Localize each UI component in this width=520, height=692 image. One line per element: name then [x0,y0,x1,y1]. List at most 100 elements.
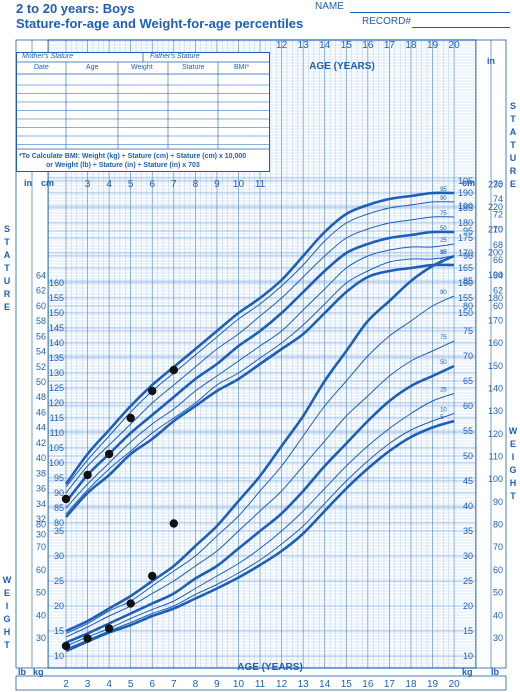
stature-curve-p95 [64,191,455,485]
age-tick-bottom: 10 [233,679,245,690]
left-unit-kg: kg [33,667,44,677]
stature-percentile-label-50: 50 [440,226,447,232]
stature-word-right-letter: T [510,140,516,150]
weight-right-lb-tick: 30 [493,633,503,643]
weight-right-lb-tick: 70 [493,542,503,552]
weight-percentile-label-75: 75 [440,335,447,341]
weight-right-lb-tick: 200 [488,247,503,257]
chart-header: 2 to 20 years: Boys Stature-for-age and … [0,0,520,36]
age-tick-inner: 5 [128,179,134,190]
weight-right-kg-tick: 55 [463,426,473,436]
weight-right-kg-tick: 75 [463,326,473,336]
weight-left-lb-tick: 30 [36,633,46,643]
stature-left-in-tick: 30 [36,529,46,539]
age-tick-inner: 3 [85,179,91,190]
stature-left-cm-tick: 105 [49,443,64,453]
weight-right-lb-tick: 180 [488,293,503,303]
weight-right-lb-tick: 220 [488,202,503,212]
record-field[interactable] [412,27,510,28]
stature-curve-p5 [65,263,455,518]
weight-word-right-letter: I [512,452,515,462]
weight-curve-p50 [65,364,455,644]
age-tick-top: 13 [298,40,310,51]
bmi-col-age: Age [86,64,99,71]
stature-word-left-letter: T [4,237,10,247]
stature-left-cm-tick: 100 [49,458,64,468]
weight-right-kg-tick: 100 [458,201,473,211]
stature-curve-p90 [65,201,455,488]
stature-word-right-letter: E [510,179,516,189]
age-tick-top: 16 [362,40,374,51]
left-unit-lb: lb [18,667,27,677]
stature-left-in-tick: 40 [36,453,46,463]
weight-word-left-letter: W [3,575,12,585]
stature-left-in-tick: 50 [36,377,46,387]
weight-left-kg-tick: 25 [54,576,64,586]
stature-percentile-label-95: 95 [440,187,447,193]
age-tick-bottom: 4 [106,679,112,690]
stature-left-cm-tick: 90 [54,488,64,498]
weight-right-kg-tick: 25 [463,576,473,586]
bmi-note-line1: *To Calculate BMI: Weight (kg) ÷ Stature… [19,153,247,160]
age-tick-inner: 6 [149,179,155,190]
stature-left-cm-tick: 110 [50,428,64,438]
stature-left-cm-tick: 125 [49,383,64,393]
stature-right-cm-tick: 165 [458,263,473,273]
stature-right-cm-tick: 175 [458,233,473,243]
stature-left-in-tick: 34 [36,499,46,509]
weight-right-kg-tick: 105 [458,176,473,186]
stature-left-in-tick: 48 [36,392,46,402]
weight-word-left-letter: E [4,588,10,598]
age-tick-bottom: 6 [149,679,155,690]
stature-left-in-tick: 42 [36,438,46,448]
stature-right-cm-tick: 155 [458,293,473,303]
weight-right-kg-tick: 60 [463,401,473,411]
age-tick-bottom: 15 [341,679,353,690]
bmi-col-stature: Stature [182,64,205,71]
stature-word-left-letter: A [4,250,11,260]
stature-point-6 [169,365,178,375]
age-tick-bottom: 7 [171,679,177,690]
age-tick-bottom: 3 [85,679,91,690]
measurement-points [61,365,178,651]
age-tick-inner: 11 [255,179,266,190]
stature-point-5 [148,386,157,396]
stature-left-in-tick: 46 [36,407,46,417]
name-field[interactable] [350,12,510,13]
stature-curve-p10 [65,255,455,515]
weight-curve-p95 [65,254,455,633]
fathers-stature-label: Father's Stature [150,53,200,60]
age-tick-bottom: 20 [449,679,461,690]
weight-left-lb-tick: 80 [36,520,46,530]
mothers-stature-label: Mother's Stature [22,53,74,60]
bmi-col-date: Date [34,64,49,71]
age-axis-title-top: AGE (YEARS) [309,61,375,72]
weight-right-lb-tick: 100 [488,474,503,484]
age-tick-top: 12 [276,40,288,51]
weight-point-1 [61,641,71,651]
weight-right-kg-tick: 30 [463,551,473,561]
weight-right-kg-tick: 85 [463,276,473,286]
stature-word-left-letter: S [4,224,10,234]
weight-right-kg-tick: 70 [463,351,473,361]
age-axis-title-bottom: AGE (YEARS) [237,662,303,673]
stature-word-right-letter: R [510,166,517,176]
stature-word-right-letter: S [510,101,516,111]
stature-word-left-letter: U [4,276,11,286]
age-tick-bottom: 14 [319,679,331,690]
weight-point-6 [169,519,178,528]
weight-percentile-label-90: 90 [440,290,447,296]
weight-right-kg-tick: 65 [463,376,473,386]
stature-word-right-letter: U [510,153,517,163]
stature-left-in-tick: 54 [36,347,46,357]
weight-word-right-letter: W [509,426,518,436]
name-label: NAME [315,1,344,12]
weight-left-kg-tick: 10 [54,651,64,661]
age-tick-bottom: 19 [427,679,439,690]
age-tick-top: 17 [384,40,396,51]
weight-right-lb-tick: 40 [493,610,503,620]
